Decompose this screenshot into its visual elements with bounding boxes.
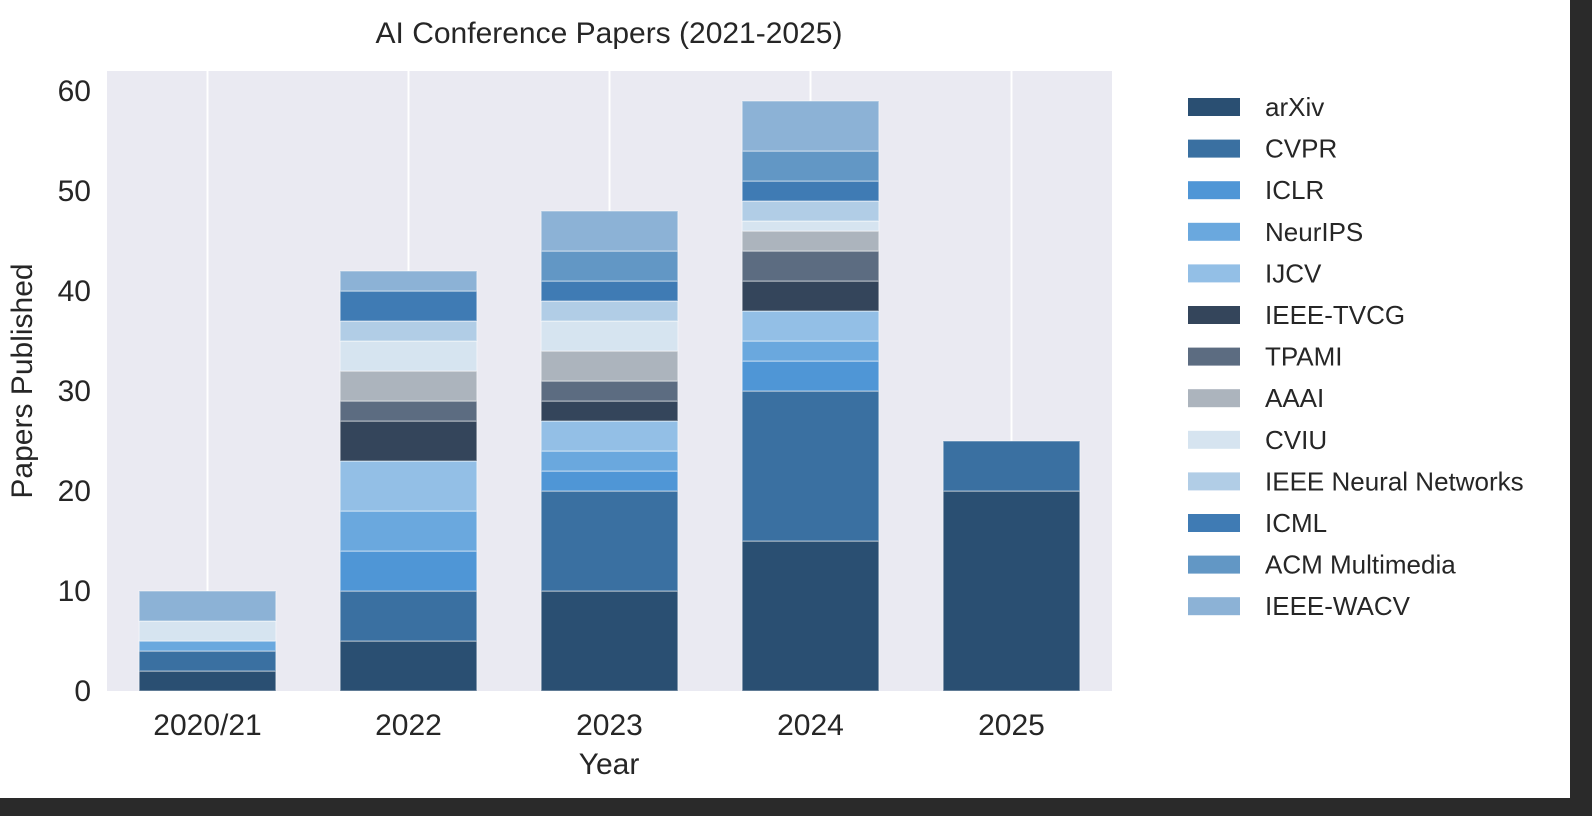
bar-segment: [138, 650, 277, 672]
legend-label: CVPR: [1265, 134, 1337, 164]
bar-segment: [339, 400, 478, 422]
x-tick-label: 2020/21: [153, 709, 261, 742]
legend-label: CVIU: [1265, 425, 1327, 455]
bar-segment: [741, 390, 880, 542]
legend-swatch: [1188, 389, 1240, 408]
y-tick-label: 10: [58, 575, 91, 608]
legend-swatch: [1188, 222, 1240, 241]
bar-segment: [741, 230, 880, 252]
legend-swatch: [1188, 430, 1240, 449]
stacked-bar-chart: 0 10 20 30 40 50 60 2020/21 2022 2023 2024 2025 AI…: [6, 17, 1524, 781]
bars: [138, 100, 1081, 692]
bar-segment: [339, 420, 478, 462]
bar-segment: [540, 250, 679, 282]
legend-label: ACM Multimedia: [1265, 550, 1456, 580]
bar-segment: [540, 450, 679, 472]
bar-segment: [942, 490, 1081, 692]
legend-swatch: [1188, 597, 1240, 616]
x-axis-ticks: 2020/21 2022 2023 2024 2025: [153, 709, 1045, 742]
bar-segment: [741, 310, 880, 342]
bar-segment: [339, 290, 478, 322]
legend-swatch: [1188, 264, 1240, 283]
bar-segment: [138, 670, 277, 692]
bar-segment: [540, 300, 679, 322]
x-tick-label: 2022: [375, 709, 442, 742]
bar-segment: [741, 540, 880, 692]
bar-segment: [741, 280, 880, 312]
bar-segment: [741, 360, 880, 392]
legend-swatch: [1188, 472, 1240, 491]
legend: arXiv CVPR ICLR NeurIPS IJCV IEEE-TVCG TPAMI AA…: [1188, 92, 1524, 621]
bar-segment: [339, 510, 478, 552]
bar-segment: [540, 400, 679, 422]
legend-swatch: [1188, 306, 1240, 324]
bar-segment: [339, 640, 478, 692]
chart-figure: 0 10 20 30 40 50 60 2020/21 2022 2023 2024 2025 AI…: [0, 0, 1570, 798]
y-tick-label: 60: [58, 75, 91, 108]
bar-segment: [339, 590, 478, 642]
bar-segment: [339, 270, 478, 292]
legend-swatch: [1188, 555, 1240, 574]
legend-label: TPAMI: [1265, 342, 1343, 372]
bar-segment: [741, 220, 880, 232]
bar-segment: [540, 350, 679, 382]
bar-segment: [741, 250, 880, 282]
x-tick-label: 2024: [777, 709, 844, 742]
y-axis-ticks: 0 10 20 30 40 50 60: [58, 75, 91, 708]
legend-label: ICLR: [1265, 175, 1324, 205]
y-tick-label: 0: [74, 675, 91, 708]
bar-segment: [339, 320, 478, 342]
legend-label: NeurIPS: [1265, 217, 1363, 247]
bar-segment: [741, 340, 880, 362]
bar-segment: [138, 590, 277, 622]
chart-title: AI Conference Papers (2021-2025): [376, 17, 843, 50]
bar-segment: [138, 620, 277, 642]
legend-swatch: [1188, 347, 1240, 366]
legend-label: IEEE Neural Networks: [1265, 466, 1524, 496]
bar-segment: [540, 490, 679, 592]
bar-segment: [741, 180, 880, 202]
bar-segment: [942, 440, 1081, 492]
bar-segment: [540, 420, 679, 452]
bar-segment: [540, 210, 679, 252]
bar-segment: [339, 460, 478, 512]
legend-label: IEEE-WACV: [1265, 591, 1411, 621]
y-tick-label: 20: [58, 475, 91, 508]
bar-segment: [741, 150, 880, 182]
bar-segment: [741, 100, 880, 152]
legend-label: ICML: [1265, 508, 1327, 538]
bar-segment: [540, 380, 679, 402]
x-tick-label: 2025: [978, 709, 1045, 742]
y-tick-label: 30: [58, 375, 91, 408]
bar-segment: [339, 340, 478, 372]
bar-segment: [741, 200, 880, 222]
legend-swatch: [1188, 139, 1240, 158]
legend-label: IJCV: [1265, 258, 1322, 288]
legend-label: IEEE-TVCG: [1265, 300, 1405, 330]
legend-label: arXiv: [1265, 92, 1324, 122]
x-axis-label: Year: [579, 748, 640, 781]
bar-segment: [339, 370, 478, 402]
y-tick-label: 40: [58, 275, 91, 308]
bar-segment: [339, 550, 478, 592]
x-tick-label: 2023: [576, 709, 643, 742]
bar-segment: [540, 280, 679, 302]
bar-segment: [540, 320, 679, 352]
legend-swatch: [1188, 181, 1240, 200]
bar-segment: [540, 470, 679, 492]
bar-segment: [138, 640, 277, 652]
y-tick-label: 50: [58, 175, 91, 208]
legend-swatch: [1188, 514, 1240, 532]
legend-swatch: [1188, 98, 1240, 116]
legend-label: AAAI: [1265, 383, 1324, 413]
y-axis-label: Papers Published: [6, 263, 39, 498]
bar-segment: [540, 590, 679, 692]
